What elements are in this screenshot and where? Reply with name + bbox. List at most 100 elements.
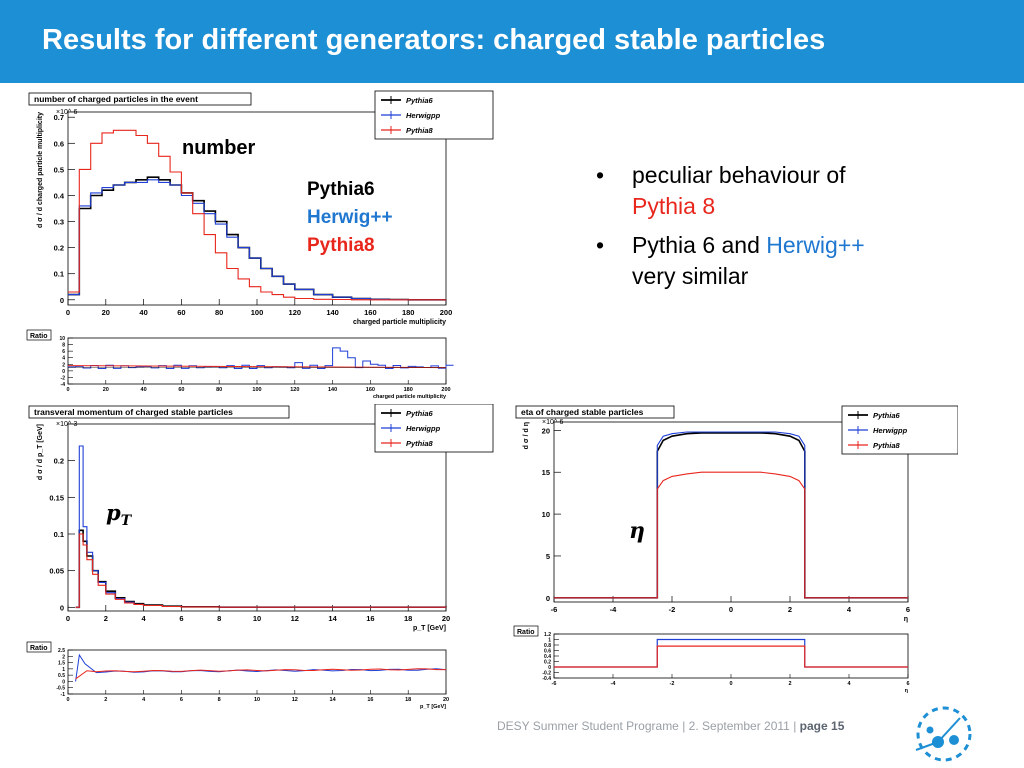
ratio-x-tick-label: 160 [366,387,375,393]
y-tick-label: 0 [60,603,64,612]
legend-entry-pythia8: Pythia8 [873,441,901,450]
chart-title-box [28,405,290,419]
x-tick-label: 200 [440,308,453,317]
ratio-label: Ratio [30,333,48,340]
legend-entry-pythia6: Pythia6 [873,411,901,420]
ratio-y-tick-label: 0.5 [58,673,65,679]
x-tick-label: 12 [291,614,299,623]
axis-exponent: ×10^-6 [542,419,563,426]
y-tick-label: 0.7 [54,113,64,122]
series-line-herwigpp [75,445,447,608]
ratio-x-tick-label: 2 [788,681,791,687]
annotation-eta: η [629,518,645,544]
legend-entry-herwigpp: Herwigpp [406,111,441,120]
ratio-y-tick-label: 0 [62,369,65,375]
y-axis-label: d σ / d p_T [GeV] [37,424,44,480]
ratio-y-tick-label: 2 [62,654,65,660]
annotation-pythia8: Pythia8 [307,235,375,256]
ratio-line-pythia8 [75,668,446,680]
legend-entry-pythia8: Pythia8 [406,126,434,135]
ratio-x-tick-label: 2 [104,697,107,703]
ratio-x-tick-label: 40 [141,387,147,393]
y-tick-label: 15 [542,468,550,477]
footer-program: DESY Summer Student Programe [497,719,679,733]
ratio-label: Ratio [30,645,48,652]
series-line-pythia6 [75,529,447,609]
ratio-x-tick-label: 0 [66,697,69,703]
series-line-pythia6 [68,176,446,301]
legend-entry-pythia6: Pythia6 [406,96,434,105]
ratio-y-tick-label: -0.2 [542,671,551,677]
x-tick-label: 0 [729,605,733,614]
ratio-x-tick-label: 12 [292,697,298,703]
ratio-label-box [26,641,52,653]
ratio-x-tick-label: 6 [906,681,909,687]
x-tick-label: 60 [177,308,185,317]
x-tick-label: 80 [215,308,223,317]
y-tick-label: 0.1 [54,270,64,279]
bullet-1-highlight: Pythia 8 [632,193,716,219]
bullet-2-highlight: Herwig++ [766,232,865,258]
ratio-line-pythia8 [554,645,908,668]
chart-title: number of charged particles in the event [34,94,198,104]
ratio-x-tick-label: 120 [290,387,299,393]
ratio-x-tick-label: 80 [216,387,222,393]
ratio-x-tick-label: 4 [142,697,146,703]
chart-title-box [515,405,675,419]
x-tick-label: 2 [104,614,108,623]
ratio-x-axis-label: η [905,688,909,694]
ratio-x-tick-label: 180 [404,387,413,393]
ratio-x-tick-label: 14 [330,697,337,703]
ratio-y-tick-label: -0.4 [542,676,551,682]
x-axis-label: charged particle multiplicity [353,319,446,326]
y-tick-label: 5 [546,552,550,561]
bullet-list: peculiar behaviour of Pythia 8 Pythia 6 … [596,160,886,300]
series-line-pythia8 [554,471,908,599]
ratio-x-tick-label: 0 [66,387,69,393]
x-tick-label: 180 [402,308,415,317]
ratio-line-herwigpp [75,653,447,682]
y-tick-label: 0.5 [54,165,64,174]
series-line-pythia6 [554,432,908,599]
x-tick-label: 6 [906,605,910,614]
ratio-y-tick-label: -4 [61,382,66,388]
y-tick-label: 0.4 [54,191,65,200]
legend-entry-pythia6: Pythia6 [406,409,434,418]
ratio-x-tick-label: -6 [552,681,557,687]
y-tick-label: 0.6 [54,139,64,148]
bullet-1: peculiar behaviour of Pythia 8 [596,160,886,222]
footer-page: page 15 [799,719,845,733]
series-line-pythia8 [75,533,447,608]
chart-title-box [28,92,252,106]
ratio-x-tick-label: 20 [103,387,109,393]
ratio-line-pythia8 [67,365,447,369]
legend-entry-herwigpp: Herwigpp [406,424,441,433]
eta-chart: eta of charged stable particles×10^-6-6-… [512,404,958,694]
ratio-y-tick-label: -2 [61,375,66,381]
ratio-frame [67,337,447,385]
ratio-line-herwigpp [554,638,908,668]
ratio-x-axis-label: p_T [GeV] [420,704,446,710]
x-tick-label: 40 [139,308,147,317]
series-line-herwigpp [554,431,908,599]
slide-title: Results for different generators: charge… [42,24,826,56]
annotation-pt-text: pT [106,500,132,530]
x-axis-label: η [904,616,908,623]
ratio-y-tick-label: 0.8 [544,643,551,649]
legend: Pythia6 Herwigpp Pythia8 [374,404,494,453]
ratio-label-box [513,625,539,637]
ratio-x-tick-label: -4 [611,681,617,687]
multiplicity-chart: number of charged particles in the event… [25,90,495,400]
ratio-y-tick-label: 0.6 [544,649,551,655]
y-tick-label: 20 [542,426,550,435]
x-tick-label: 120 [289,308,302,317]
ratio-frame [553,633,909,679]
ratio-x-tick-label: 4 [847,681,851,687]
ratio-x-tick-label: 60 [178,387,184,393]
ratio-y-tick-label: 8 [62,343,65,349]
ratio-y-tick-label: 0 [548,665,551,671]
x-tick-label: 20 [442,614,450,623]
x-tick-label: 0 [66,308,70,317]
x-axis-label: p_T [GeV] [413,625,446,632]
x-tick-label: 0 [66,614,70,623]
